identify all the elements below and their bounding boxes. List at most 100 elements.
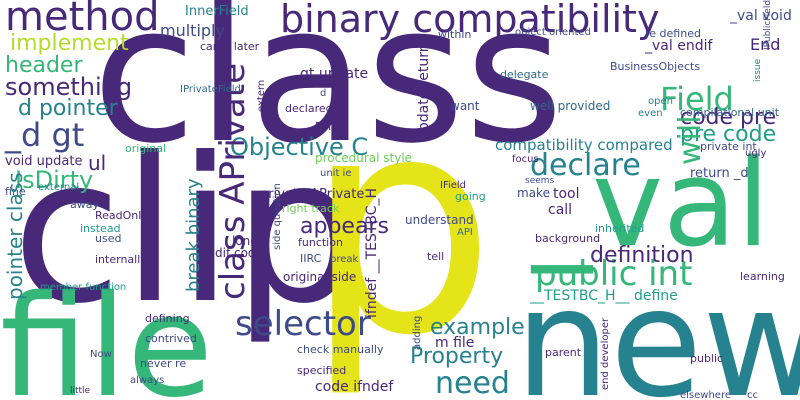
- word: example: [430, 315, 525, 340]
- word: fine: [5, 185, 26, 198]
- word: inherited: [595, 222, 644, 235]
- word: internally: [95, 253, 147, 266]
- word: learning: [740, 270, 785, 283]
- word: IPrivateField: [180, 84, 241, 95]
- word: _val: [530, 135, 770, 274]
- word: code pre: [680, 105, 776, 130]
- word: IPublicField: [763, 0, 773, 50]
- word: contrived: [145, 332, 197, 345]
- word: original side: [283, 270, 356, 284]
- word: p: [305, 52, 495, 400]
- word: void update: [5, 154, 82, 169]
- word: object oriented: [515, 27, 591, 38]
- word: IsDirty: [15, 166, 93, 194]
- word: right track: [282, 202, 340, 215]
- word: ifndef __TESTBC_H: [364, 188, 380, 318]
- word: going: [455, 190, 486, 203]
- word: header: [5, 53, 83, 78]
- word: Objective C: [230, 133, 368, 161]
- word: _d gt: [4, 116, 84, 154]
- word: parent: [545, 346, 582, 359]
- word: used: [95, 232, 121, 245]
- word: long: [232, 234, 258, 248]
- word: instead: [80, 222, 121, 235]
- word: away: [70, 198, 99, 211]
- word: Now: [90, 349, 112, 360]
- word: class: [92, 0, 564, 185]
- word: check manually: [297, 343, 384, 356]
- word: endif code: [200, 246, 263, 260]
- word: _val void: [729, 8, 792, 24]
- word: will: [673, 115, 708, 165]
- word: ReadOnly: [95, 209, 148, 222]
- word: IIRC: [300, 252, 322, 265]
- word: external: [38, 182, 79, 193]
- word: function: [298, 236, 343, 249]
- word: compatibility compared: [495, 136, 673, 154]
- word: specified: [297, 364, 346, 377]
- word: pre code: [680, 122, 776, 147]
- word: need: [435, 366, 510, 400]
- word: never re: [140, 357, 186, 370]
- word: _val endif: [644, 38, 713, 54]
- word: private APrivate: [260, 187, 364, 202]
- word: even: [638, 108, 663, 119]
- word: seems: [525, 176, 555, 186]
- word: something: [5, 73, 132, 101]
- word: update return: [416, 43, 432, 140]
- word: tell: [427, 250, 444, 263]
- word: pointer class: [3, 172, 27, 300]
- word: break: [330, 254, 359, 265]
- word: re defined: [645, 27, 701, 40]
- word: little: [70, 386, 91, 396]
- word: side question: [272, 183, 283, 250]
- word: extern: [256, 80, 267, 112]
- word: want: [450, 99, 480, 113]
- word: always: [130, 375, 164, 386]
- word: within: [438, 28, 471, 41]
- word: member function: [40, 282, 126, 293]
- word: issue: [753, 58, 763, 82]
- word: end developer: [600, 317, 611, 390]
- word: Property: [410, 344, 503, 369]
- word: IField: [440, 180, 466, 191]
- word: selector: [235, 304, 371, 344]
- word: adding: [412, 316, 423, 350]
- word: InnerField: [185, 4, 249, 19]
- word: BusinessObjects: [610, 60, 700, 73]
- word: understand: [405, 213, 474, 227]
- word: cc: [747, 390, 758, 400]
- word: code ifndef: [315, 379, 394, 395]
- word: clip: [12, 115, 360, 348]
- word: multiply: [160, 21, 225, 40]
- word: unit ie: [320, 168, 351, 179]
- word: definition: [590, 243, 694, 268]
- word: method: [5, 0, 159, 40]
- word: m file: [435, 335, 474, 351]
- word: background: [535, 232, 600, 245]
- word: focus: [512, 154, 539, 165]
- word: gt update: [300, 66, 368, 82]
- word: public int: [535, 254, 692, 294]
- word: FYI: [315, 120, 331, 133]
- word: declared: [285, 102, 333, 115]
- word: implement: [10, 31, 129, 56]
- word: open: [648, 96, 673, 107]
- word: compilational unit: [680, 106, 780, 119]
- word: __TESTBC_H__ define: [529, 288, 678, 304]
- word: file: [0, 266, 213, 400]
- word: ul: [88, 151, 106, 175]
- word: original: [125, 142, 166, 155]
- word: public: [690, 352, 723, 365]
- word: well provided: [530, 99, 610, 113]
- word: defining: [145, 312, 190, 325]
- word: ugly: [745, 148, 766, 159]
- word: declare: [530, 148, 641, 183]
- word: End: [750, 35, 780, 54]
- word: came later: [200, 40, 260, 53]
- word: return _d: [690, 166, 749, 181]
- word: procedural style: [315, 151, 412, 165]
- word: binary compatibility: [280, 0, 659, 41]
- word: make: [517, 186, 550, 200]
